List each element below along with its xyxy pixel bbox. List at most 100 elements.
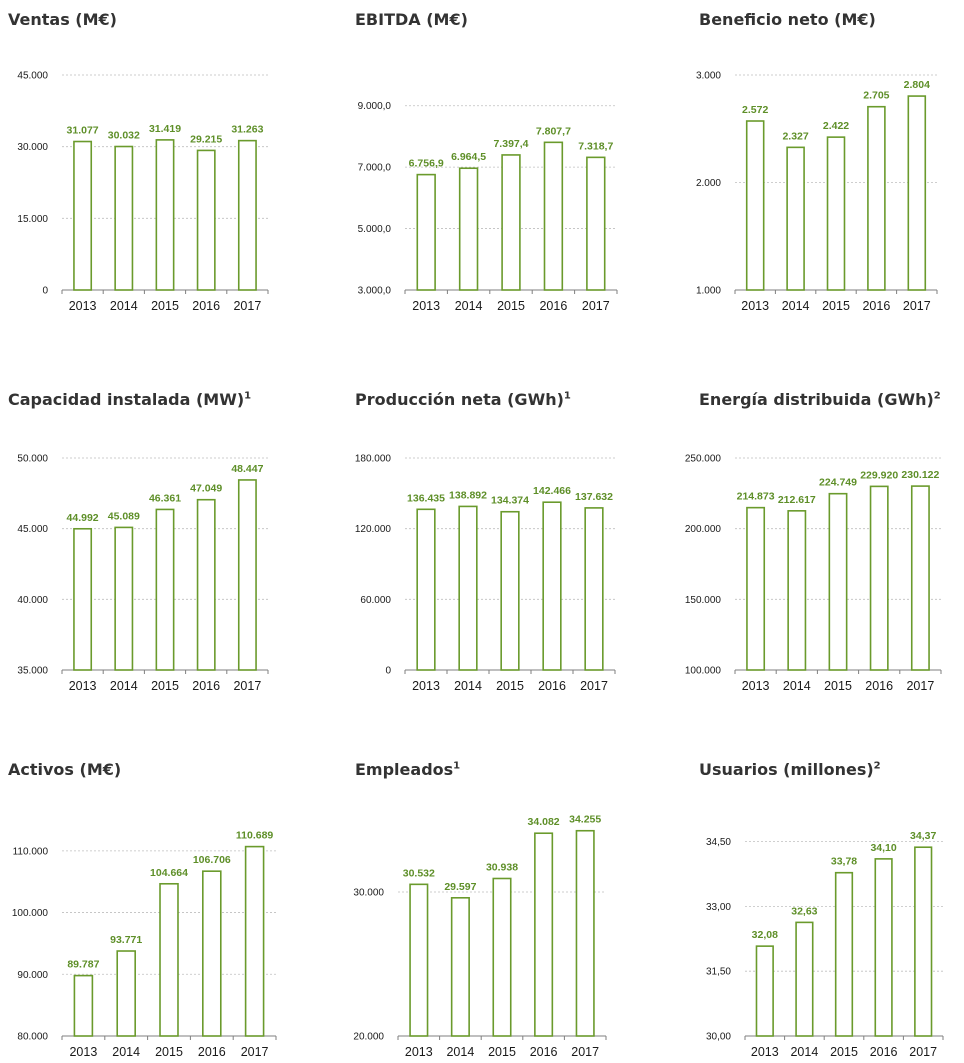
chart-title: Activos (M€) bbox=[8, 760, 121, 779]
bar-value-label: 212.617 bbox=[778, 494, 816, 506]
bar bbox=[202, 870, 222, 1037]
y-tick-label: 34,50 bbox=[706, 837, 731, 848]
x-tick-label: 2015 bbox=[824, 679, 852, 693]
bar bbox=[834, 871, 854, 1037]
y-tick-label: 45.000 bbox=[17, 71, 48, 82]
y-tick-label: 0 bbox=[42, 286, 48, 297]
chart-title-text: Usuarios (millones) bbox=[699, 760, 874, 779]
y-tick-label: 50.000 bbox=[17, 454, 48, 465]
bar bbox=[575, 829, 595, 1037]
y-tick-label: 15.000 bbox=[17, 214, 48, 225]
y-tick-label: 0 bbox=[385, 666, 391, 677]
bar-value-label: 34,37 bbox=[910, 830, 936, 842]
bar bbox=[458, 167, 479, 291]
bar bbox=[755, 945, 774, 1037]
bar bbox=[196, 149, 216, 291]
bar-value-label: 45.089 bbox=[108, 510, 140, 522]
y-tick-label: 120.000 bbox=[355, 524, 392, 535]
bar bbox=[910, 485, 930, 671]
bar bbox=[73, 140, 93, 291]
x-tick-label: 2014 bbox=[110, 299, 138, 313]
bar bbox=[244, 845, 265, 1037]
bar-value-label: 34,10 bbox=[870, 842, 896, 854]
x-tick-label: 2016 bbox=[865, 679, 893, 693]
bar bbox=[116, 950, 136, 1037]
bar bbox=[237, 479, 257, 671]
bar-value-label: 214.873 bbox=[737, 491, 775, 503]
x-tick-label: 2015 bbox=[488, 1045, 516, 1059]
x-tick-label: 2015 bbox=[496, 679, 524, 693]
chart-title: Producción neta (GWh)1 bbox=[355, 390, 571, 409]
bar bbox=[196, 498, 216, 671]
y-tick-label: 60.000 bbox=[360, 595, 391, 606]
bar-value-label: 137.632 bbox=[575, 491, 613, 503]
x-tick-label: 2017 bbox=[580, 679, 608, 693]
bar bbox=[501, 154, 521, 291]
x-tick-label: 2014 bbox=[454, 679, 482, 693]
x-tick-label: 2015 bbox=[155, 1045, 183, 1059]
x-tick-label: 2014 bbox=[783, 679, 811, 693]
bar-value-label: 2.422 bbox=[823, 120, 849, 132]
bar-value-label: 93.771 bbox=[110, 934, 142, 946]
y-tick-label: 20.000 bbox=[353, 1032, 384, 1043]
bar bbox=[492, 877, 512, 1037]
x-tick-label: 2016 bbox=[192, 299, 220, 313]
bar bbox=[73, 974, 94, 1037]
bar bbox=[914, 846, 933, 1037]
bar-value-label: 138.892 bbox=[449, 489, 487, 501]
bar-value-label: 34.255 bbox=[569, 814, 601, 826]
bar-value-label: 31.263 bbox=[231, 124, 263, 136]
y-tick-label: 110.000 bbox=[13, 846, 49, 857]
bar-value-label: 106.706 bbox=[193, 854, 231, 866]
chart-title-text: EBITDA (M€) bbox=[355, 10, 468, 29]
x-tick-label: 2014 bbox=[110, 679, 138, 693]
x-tick-label: 2016 bbox=[862, 299, 890, 313]
bar-value-label: 230.122 bbox=[901, 469, 939, 481]
x-tick-label: 2017 bbox=[906, 679, 934, 693]
x-tick-label: 2017 bbox=[233, 679, 261, 693]
x-tick-label: 2016 bbox=[192, 679, 220, 693]
y-tick-label: 7.000,0 bbox=[358, 163, 392, 174]
bar bbox=[746, 506, 766, 671]
bar bbox=[416, 173, 436, 291]
bar bbox=[237, 139, 257, 291]
bar-value-label: 6.964,5 bbox=[451, 151, 486, 163]
bar-value-label: 224.749 bbox=[819, 477, 857, 489]
x-tick-label: 2014 bbox=[112, 1045, 140, 1059]
y-tick-label: 40.000 bbox=[17, 595, 48, 606]
chart-title-text: Empleados bbox=[355, 760, 454, 779]
bar bbox=[155, 139, 175, 291]
chart-title: Usuarios (millones)2 bbox=[699, 760, 881, 779]
bar bbox=[155, 508, 175, 671]
bar bbox=[159, 882, 179, 1037]
bar-value-label: 2.572 bbox=[742, 104, 768, 116]
bar bbox=[409, 883, 429, 1037]
bar bbox=[869, 485, 889, 671]
bar bbox=[787, 510, 807, 671]
chart-title: EBITDA (M€) bbox=[355, 10, 468, 29]
chart-title-text: Ventas (M€) bbox=[8, 10, 117, 29]
x-tick-label: 2013 bbox=[742, 679, 770, 693]
bar-value-label: 2.327 bbox=[782, 130, 808, 142]
bar-value-label: 7.318,7 bbox=[578, 140, 613, 152]
bar bbox=[534, 832, 554, 1037]
bar bbox=[584, 507, 604, 671]
x-tick-label: 2013 bbox=[751, 1045, 779, 1059]
bar bbox=[586, 156, 606, 291]
bar-value-label: 34.082 bbox=[528, 816, 560, 828]
bar-value-label: 134.374 bbox=[491, 495, 529, 507]
x-tick-label: 2017 bbox=[582, 299, 610, 313]
chart-title-footnote: 1 bbox=[453, 760, 461, 772]
bar-value-label: 30.532 bbox=[403, 867, 435, 879]
bar-value-label: 47.049 bbox=[190, 483, 222, 495]
y-tick-label: 30.000 bbox=[17, 142, 48, 153]
chart-title: Beneficio neto (M€) bbox=[699, 10, 876, 29]
